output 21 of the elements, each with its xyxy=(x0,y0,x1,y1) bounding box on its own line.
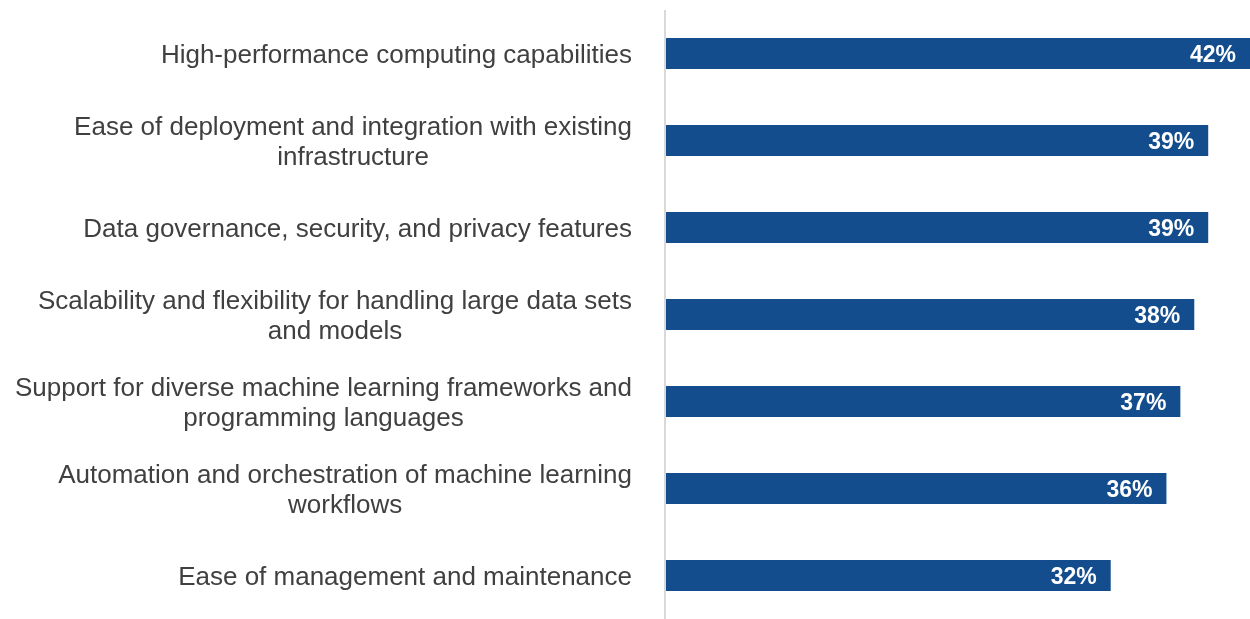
y-tick-label: High-performance computing capabilities xyxy=(160,38,632,69)
bar xyxy=(665,299,1195,330)
y-tick-label: Ease of deployment and integration with existing infrastructure xyxy=(74,110,633,171)
y-tick-label: Scalability and flexibility for handling large data sets and models xyxy=(37,284,633,345)
bar xyxy=(665,125,1209,156)
y-tick-label: Ease of management and maintenance xyxy=(178,560,632,591)
data-label: 39% xyxy=(1148,127,1195,154)
bar xyxy=(665,212,1209,243)
bar xyxy=(665,38,1250,69)
bar xyxy=(665,386,1181,417)
data-label: 39% xyxy=(1148,214,1195,241)
bar xyxy=(665,560,1111,591)
bar xyxy=(665,473,1167,504)
y-tick-label: Automation and orchestration of machine learning workflows xyxy=(58,458,632,519)
y-tick-label: Data governance, security, and privacy features xyxy=(83,212,633,243)
data-label: 38% xyxy=(1134,301,1181,328)
y-tick-label: Support for diverse machine learning frameworks and programming languages xyxy=(14,371,633,432)
data-label: 32% xyxy=(1050,562,1097,589)
data-label: 42% xyxy=(1189,40,1236,67)
data-label: 36% xyxy=(1106,475,1153,502)
data-label: 37% xyxy=(1120,388,1167,415)
